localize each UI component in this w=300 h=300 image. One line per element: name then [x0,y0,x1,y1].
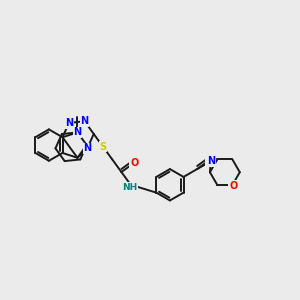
Text: O: O [206,155,214,165]
Text: O: O [130,158,138,168]
Text: N: N [65,118,73,128]
Text: N: N [74,128,82,137]
Text: NH: NH [122,183,137,192]
Text: N: N [80,116,88,126]
Text: N: N [207,156,215,166]
Text: O: O [229,181,237,191]
Text: S: S [99,142,106,152]
Text: N: N [83,143,92,153]
